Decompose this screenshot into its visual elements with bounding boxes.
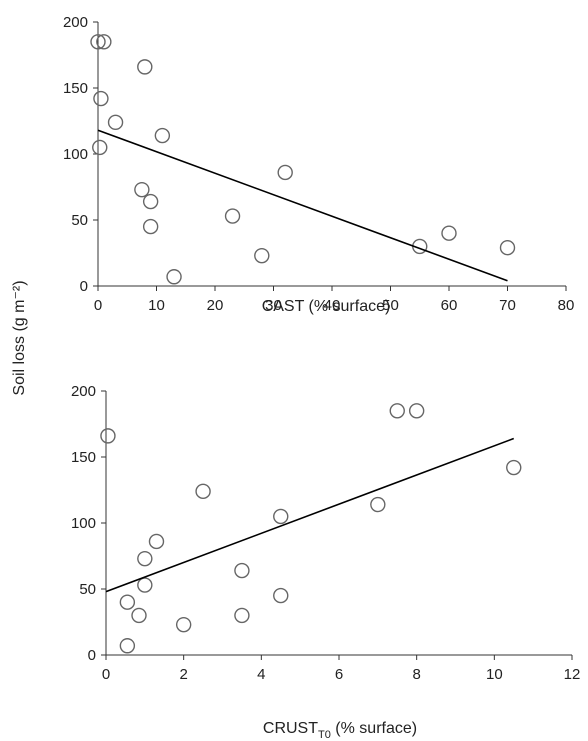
crust-y-tick-label: 50	[79, 581, 96, 598]
cast-data-point	[137, 59, 153, 75]
cast-x-axis-title: CAST (% surface)	[262, 298, 391, 315]
crust-x-tick-label: 2	[179, 666, 187, 683]
crust-y-tick-label: 200	[71, 383, 96, 400]
cast-data-point	[142, 193, 159, 210]
crust-y-tick-label: 150	[71, 449, 96, 466]
cast-x-tick-label: 0	[94, 297, 102, 314]
cast-y-tick-label: 200	[63, 14, 88, 31]
cast-x-tick-label: 50	[382, 297, 399, 314]
crust-data-point	[506, 459, 522, 476]
cast-data-point	[96, 34, 112, 50]
crust-x-tick-label: 4	[257, 666, 265, 683]
bottom-x-axis-title-rest: (% surface)	[331, 720, 417, 737]
cast-x-tick-label: 60	[441, 297, 458, 314]
cast-data-point	[277, 164, 293, 181]
crust-data-point	[137, 550, 153, 567]
cast-data-point	[154, 127, 171, 144]
crust-data-point	[234, 607, 250, 624]
crust-data-point	[175, 616, 192, 633]
crust-data-point	[119, 638, 136, 654]
crust-data-point	[273, 587, 289, 604]
cast-data-point	[224, 208, 241, 224]
cast-data-point	[254, 247, 270, 264]
cast-data-point	[441, 225, 457, 241]
cast-y-tick-label: 100	[63, 146, 88, 163]
crust-x-tick-label: 0	[102, 666, 110, 683]
bottom-x-axis-title-sub: T0	[318, 729, 331, 741]
cast-y-tick-label: 0	[80, 278, 88, 295]
crust-data-point	[408, 403, 425, 419]
cast-data-point	[90, 34, 106, 50]
cast-x-tick-label: 10	[148, 297, 165, 314]
cast-data-point	[499, 240, 516, 256]
crust-data-point	[137, 577, 153, 593]
cast-data-point	[107, 114, 124, 131]
cast-data-point	[134, 181, 150, 198]
crust-x-tick-label: 12	[564, 666, 581, 683]
crust-trend-line	[105, 437, 515, 593]
cast-x-tick-label: 70	[499, 297, 516, 314]
cast-x-tick-label: 30	[265, 297, 282, 314]
cast-x-tick-label: 40	[324, 297, 341, 314]
crust-x-tick-label: 10	[486, 666, 503, 683]
shared-y-axis-title: Soil loss (g m⁻²)	[11, 280, 28, 395]
cast-data-point	[93, 90, 109, 107]
crust-x-tick-label: 8	[412, 666, 420, 683]
crust-data-point	[100, 428, 116, 444]
cast-x-tick-label: 20	[207, 297, 224, 314]
crust-scatter-panel: 0 50 100 150 200 0 2 4 6 8 10 12	[71, 383, 580, 683]
crust-y-tick-label: 100	[71, 515, 96, 532]
crust-data-point	[131, 607, 147, 624]
crust-data-point	[370, 496, 386, 513]
crust-data-point	[119, 594, 136, 610]
bottom-x-axis-title-main: CRUST	[263, 720, 318, 737]
cast-x-tick-label: 80	[558, 297, 575, 314]
cast-data-point	[166, 269, 182, 285]
cast-y-tick-label: 150	[63, 80, 88, 97]
crust-x-tick-label: 6	[335, 666, 343, 683]
crust-data-point	[273, 508, 289, 525]
cast-data-point	[142, 218, 159, 235]
crust-data-point	[389, 403, 405, 419]
crust-data-point	[195, 483, 211, 500]
crust-data-point	[234, 562, 250, 579]
bottom-x-axis-title: CRUSTT0 (% surface)	[263, 720, 417, 741]
cast-y-tick-label: 50	[71, 212, 88, 229]
crust-y-tick-label: 0	[88, 647, 96, 664]
cast-trend-line	[97, 129, 508, 282]
cast-data-point	[92, 139, 108, 156]
crust-data-point	[148, 533, 165, 550]
cast-scatter-panel: 0 50 100 150 200 0 10 20 30 40 50 60 70 80 CAST (% sur…	[63, 14, 574, 315]
